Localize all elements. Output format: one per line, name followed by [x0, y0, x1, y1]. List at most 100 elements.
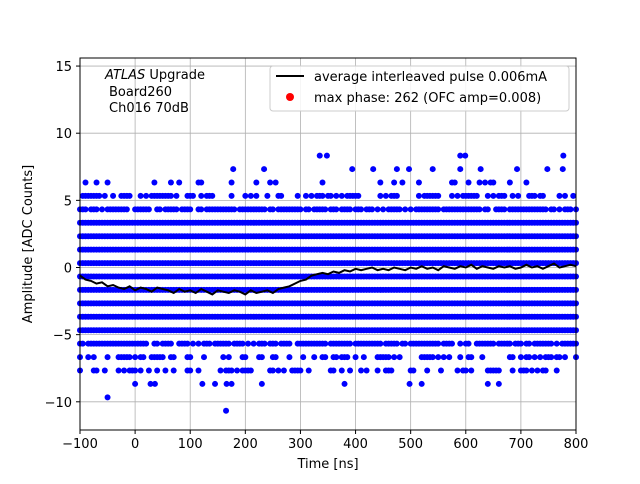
- sample-point: [457, 340, 464, 347]
- sample-point: [490, 340, 497, 347]
- sample-point: [473, 192, 480, 199]
- sample-point: [462, 367, 469, 374]
- sample-point: [159, 354, 166, 361]
- sample-point: [85, 354, 92, 361]
- sample-point: [490, 179, 497, 186]
- sample-point: [509, 354, 516, 361]
- y-tick-label: 15: [55, 60, 72, 75]
- sample-point: [465, 179, 472, 186]
- x-tick-label: 600: [453, 437, 478, 452]
- y-tick-label: 5: [64, 194, 72, 209]
- sample-point: [449, 192, 455, 199]
- sample-point: [402, 340, 409, 347]
- sample-point: [311, 354, 318, 361]
- sample-point: [132, 380, 139, 387]
- sample-point: [542, 206, 549, 213]
- sample-point: [319, 179, 326, 186]
- sample-point: [347, 206, 354, 213]
- sample-point: [305, 206, 312, 213]
- sample-point: [344, 354, 351, 361]
- sample-point: [542, 367, 549, 374]
- x-tick-label: 700: [508, 437, 533, 452]
- sample-point: [225, 340, 232, 347]
- sample-point: [451, 179, 458, 186]
- sample-point: [358, 206, 365, 213]
- sample-point: [567, 206, 574, 213]
- sample-point: [561, 354, 568, 361]
- sample-point: [286, 340, 293, 347]
- sample-point: [333, 206, 340, 213]
- sample-point: [457, 166, 464, 173]
- sample-point: [305, 367, 312, 374]
- sample-point: [156, 206, 163, 213]
- sample-point: [140, 354, 147, 361]
- sample-point: [199, 380, 206, 387]
- sample-point: [570, 192, 577, 199]
- sample-point: [338, 367, 345, 374]
- sample-point: [201, 354, 207, 361]
- x-tick-label: 0: [131, 437, 139, 452]
- annotation-channel: Ch016 70dB: [109, 101, 189, 116]
- svg-text:ATLAS Upgrade: ATLAS Upgrade: [104, 68, 205, 83]
- sample-point: [523, 367, 530, 374]
- legend-marker-swatch: [286, 93, 294, 101]
- sample-point: [247, 367, 254, 374]
- sample-point: [145, 206, 152, 213]
- sample-point: [402, 206, 409, 213]
- sample-point: [220, 354, 227, 361]
- sample-point: [99, 206, 106, 213]
- sample-point: [228, 192, 235, 199]
- sample-point: [212, 380, 219, 387]
- sample-point: [126, 192, 133, 199]
- sample-point: [418, 380, 425, 387]
- sample-point: [393, 340, 400, 347]
- sample-point: [110, 192, 117, 199]
- sample-point: [534, 367, 541, 374]
- sample-point: [93, 179, 100, 186]
- sample-point: [406, 380, 413, 387]
- sample-point: [526, 340, 533, 347]
- scatter-series: [77, 152, 579, 414]
- sample-point: [261, 206, 268, 213]
- sample-point: [272, 354, 279, 361]
- sample-point: [151, 380, 158, 387]
- sample-point: [391, 179, 398, 186]
- x-tick-label: 100: [178, 437, 203, 452]
- sample-point: [195, 367, 202, 374]
- sample-point: [170, 354, 177, 361]
- sample-point: [267, 179, 274, 186]
- sample-point: [429, 354, 436, 361]
- sample-point: [297, 206, 304, 213]
- sample-point: [209, 192, 216, 199]
- ticks: −100 0 100 200 300 400 500 600 700 800 −10 −5 0 5 10 15: [45, 60, 589, 452]
- sample-point: [250, 340, 257, 347]
- sample-point: [531, 354, 538, 361]
- sample-point: [385, 354, 392, 361]
- sample-point: [154, 340, 161, 347]
- sample-point: [355, 192, 362, 199]
- sample-point: [396, 206, 403, 213]
- sample-point: [264, 192, 271, 199]
- sample-point: [501, 192, 508, 199]
- sample-point: [506, 179, 513, 186]
- annotation-board: Board260: [109, 85, 172, 100]
- sample-point: [151, 179, 158, 186]
- x-tick-label: 300: [288, 437, 313, 452]
- sample-point: [544, 166, 551, 173]
- sample-point: [435, 354, 442, 361]
- sample-point: [495, 380, 502, 387]
- sample-point: [484, 206, 491, 213]
- sample-point: [184, 340, 191, 347]
- sample-point: [560, 152, 567, 159]
- sample-point: [553, 367, 560, 374]
- sample-point: [468, 354, 475, 361]
- sample-point: [556, 206, 563, 213]
- sample-point: [388, 367, 395, 374]
- sample-point: [330, 367, 337, 374]
- sample-point: [147, 380, 154, 387]
- sample-point: [454, 192, 461, 199]
- sample-point: [454, 367, 461, 374]
- sample-point: [352, 354, 359, 361]
- sample-point: [517, 354, 524, 361]
